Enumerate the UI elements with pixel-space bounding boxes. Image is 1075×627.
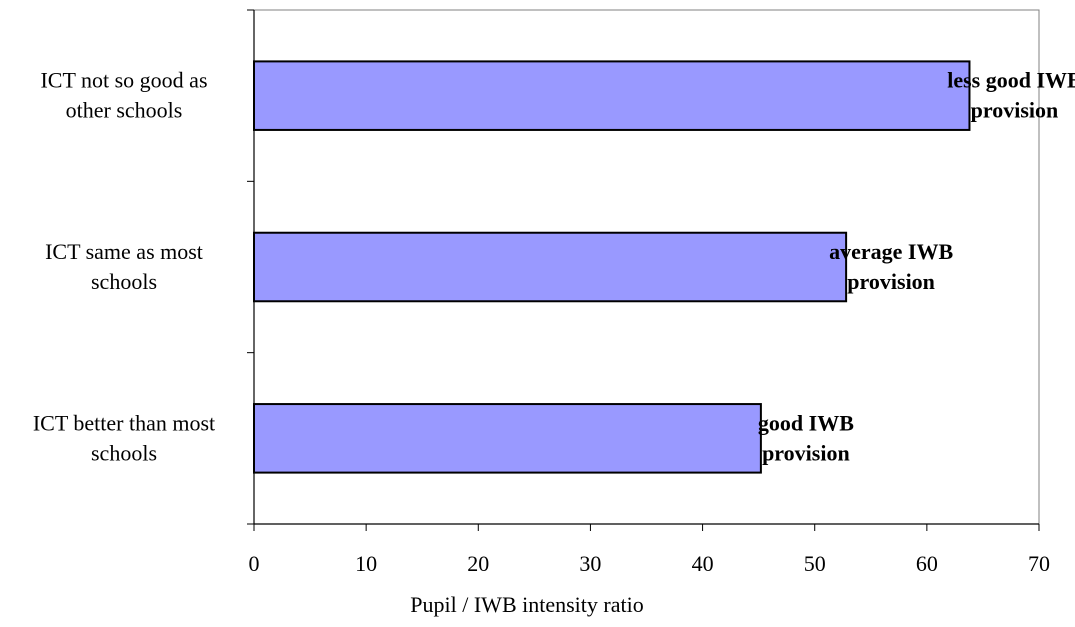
category-label-group: ICT not so good as other schools ICT same … <box>33 68 215 466</box>
x-tick-label: 70 <box>1028 551 1050 576</box>
x-tick-label: 40 <box>692 551 714 576</box>
bar <box>253 231 848 303</box>
x-tick-label: 60 <box>916 551 938 576</box>
category-label: schools <box>91 269 157 294</box>
x-tick-label: 50 <box>804 551 826 576</box>
bar-annotation: provision <box>847 269 935 294</box>
category-label: ICT better than most <box>33 410 215 435</box>
bar-annotation: less good IWB <box>947 68 1075 93</box>
bar-annotation: provision <box>971 98 1059 123</box>
bar-annotation: good IWB <box>758 410 854 435</box>
bar-annotation: provision <box>762 440 850 465</box>
bar <box>253 403 762 474</box>
bar-group <box>253 60 971 474</box>
category-label: ICT not so good as <box>40 68 207 93</box>
bar <box>253 60 971 131</box>
x-tick-label: 0 <box>249 551 260 576</box>
x-axis-title: Pupil / IWB intensity ratio <box>410 592 643 617</box>
category-label: schools <box>91 440 157 465</box>
category-label: ICT same as most <box>45 239 203 264</box>
x-tick-label: 20 <box>467 551 489 576</box>
bar-annotation: average IWB <box>829 239 953 264</box>
bar-annotation-group: less good IWB provision average IWB provisi… <box>758 68 1075 466</box>
x-tick-label: 10 <box>355 551 377 576</box>
y-tick-group <box>247 9 254 525</box>
x-tick-label: 30 <box>579 551 601 576</box>
x-tick-group: 0 10 20 30 40 50 60 70 <box>249 524 1050 576</box>
category-label: other schools <box>66 98 183 123</box>
